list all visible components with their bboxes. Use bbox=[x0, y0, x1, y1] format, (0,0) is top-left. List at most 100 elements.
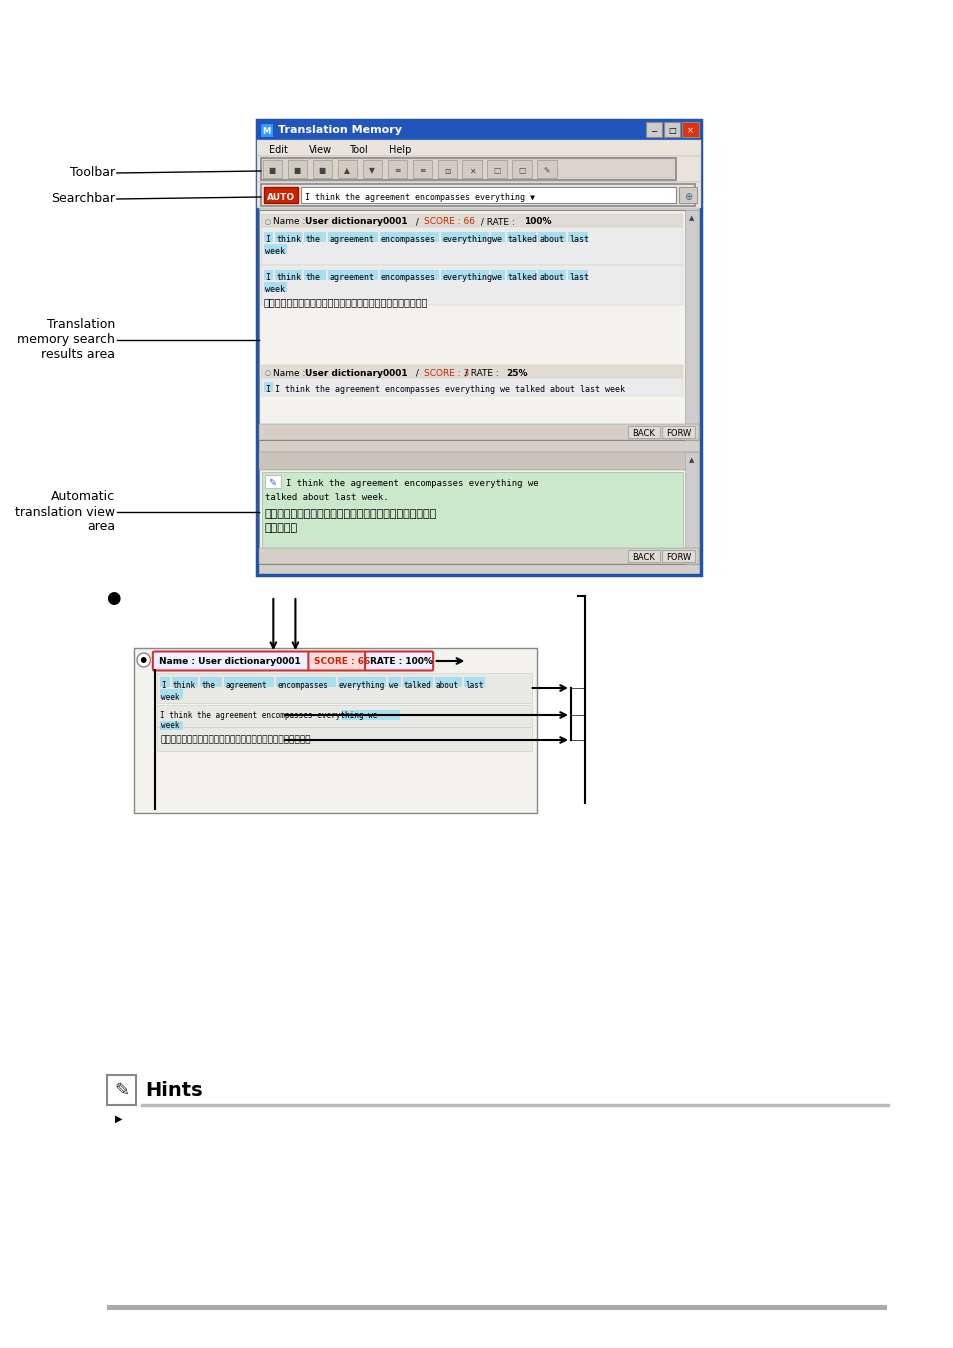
Text: think: think bbox=[172, 681, 195, 689]
Bar bbox=[260, 158, 675, 181]
Text: ○: ○ bbox=[264, 218, 271, 225]
Circle shape bbox=[137, 652, 151, 667]
Text: talked about last week.: talked about last week. bbox=[264, 492, 388, 501]
Circle shape bbox=[141, 656, 147, 663]
Bar bbox=[567, 270, 588, 280]
Bar bbox=[337, 160, 356, 178]
Text: talked: talked bbox=[507, 236, 537, 244]
Text: SCORE : 66: SCORE : 66 bbox=[424, 217, 475, 226]
Text: I: I bbox=[264, 274, 270, 283]
Text: I: I bbox=[264, 236, 270, 244]
Text: I think the agreement encompasses everything we talked about last week: I think the agreement encompasses everyt… bbox=[275, 384, 624, 394]
Text: ✎: ✎ bbox=[114, 1082, 129, 1100]
Bar bbox=[663, 123, 679, 137]
Bar bbox=[172, 677, 198, 687]
Text: agreement: agreement bbox=[329, 236, 374, 244]
Text: week: week bbox=[264, 286, 284, 294]
Bar bbox=[491, 232, 504, 243]
Text: Name :: Name : bbox=[274, 217, 308, 226]
Text: ○: ○ bbox=[264, 369, 271, 376]
Text: /: / bbox=[412, 368, 421, 377]
Text: think: think bbox=[276, 236, 301, 244]
Text: /: / bbox=[412, 217, 421, 226]
Bar bbox=[402, 677, 433, 687]
Text: ✎: ✎ bbox=[543, 167, 550, 175]
Bar bbox=[276, 677, 335, 687]
Bar bbox=[491, 270, 504, 280]
Bar bbox=[328, 232, 377, 243]
Bar bbox=[260, 365, 682, 377]
Text: agreement: agreement bbox=[225, 681, 267, 689]
Text: ■: ■ bbox=[269, 167, 275, 175]
Bar bbox=[337, 677, 385, 687]
Bar bbox=[627, 426, 659, 438]
Bar bbox=[160, 721, 183, 731]
Bar bbox=[258, 210, 698, 439]
Text: SCORE : 3: SCORE : 3 bbox=[424, 368, 469, 377]
Bar bbox=[200, 677, 222, 687]
Text: ■: ■ bbox=[318, 167, 326, 175]
Text: ▲: ▲ bbox=[688, 214, 694, 221]
Text: Edit: Edit bbox=[268, 146, 287, 155]
Text: 契約書は先週ご説明いたしました点をすべて包含しております: 契約書は先週ご説明いたしました点をすべて包含しております bbox=[160, 736, 311, 744]
Text: Hints: Hints bbox=[146, 1081, 203, 1100]
Text: Translation Memory: Translation Memory bbox=[278, 125, 402, 135]
Text: ─: ─ bbox=[650, 127, 656, 136]
Text: □: □ bbox=[493, 167, 500, 175]
Text: ▼: ▼ bbox=[688, 431, 694, 437]
Text: User dictionary0001: User dictionary0001 bbox=[305, 368, 407, 377]
Bar bbox=[107, 1305, 886, 1310]
Bar bbox=[259, 123, 274, 137]
Text: 25%: 25% bbox=[506, 368, 528, 377]
Bar bbox=[256, 120, 700, 140]
Bar bbox=[342, 710, 399, 720]
Bar bbox=[645, 123, 661, 137]
Bar bbox=[567, 232, 588, 243]
Text: I: I bbox=[161, 681, 166, 689]
Text: SCORE : 66: SCORE : 66 bbox=[314, 656, 370, 666]
Bar bbox=[258, 452, 698, 470]
Text: everything: everything bbox=[442, 274, 492, 283]
Text: about: about bbox=[436, 681, 458, 689]
Text: / RATE :: / RATE : bbox=[477, 217, 517, 226]
Bar bbox=[288, 160, 307, 178]
Bar bbox=[441, 270, 489, 280]
Bar bbox=[263, 187, 298, 204]
Bar bbox=[107, 1074, 136, 1105]
Bar bbox=[256, 140, 700, 156]
Text: last: last bbox=[568, 274, 588, 283]
Bar bbox=[224, 677, 274, 687]
Text: 私は、協定が私たちが先週頃に話したすべてを取り囲むと: 私は、協定が私たちが先週頃に話したすべてを取り囲むと bbox=[264, 510, 436, 519]
Text: I think the agreement encompasses everything ▼: I think the agreement encompasses everyt… bbox=[305, 193, 535, 201]
FancyBboxPatch shape bbox=[365, 651, 433, 670]
Text: we: we bbox=[492, 274, 501, 283]
Text: ▶: ▶ bbox=[114, 1113, 122, 1124]
Text: ▲: ▲ bbox=[688, 457, 694, 462]
Bar bbox=[441, 232, 489, 243]
Bar bbox=[157, 705, 531, 751]
FancyBboxPatch shape bbox=[308, 651, 366, 670]
Bar bbox=[160, 677, 170, 687]
Bar bbox=[379, 232, 439, 243]
Text: last: last bbox=[568, 236, 588, 244]
Bar bbox=[263, 282, 287, 293]
Text: 契約書は先週ご説明いたしました点をすべて包含しております: 契約書は先週ご説明いたしました点をすべて包含しております bbox=[263, 297, 428, 307]
Text: everything: everything bbox=[338, 681, 384, 689]
Text: AUTO: AUTO bbox=[267, 193, 294, 201]
Bar bbox=[684, 210, 698, 439]
Bar bbox=[684, 452, 698, 563]
Text: week: week bbox=[161, 693, 179, 701]
Text: / RATE :: / RATE : bbox=[462, 368, 501, 377]
Text: Searchbar: Searchbar bbox=[51, 193, 114, 205]
Text: RATE : 100%: RATE : 100% bbox=[370, 656, 433, 666]
Bar bbox=[506, 270, 536, 280]
Text: Help: Help bbox=[389, 146, 412, 155]
Text: Automatic
translation view
area: Automatic translation view area bbox=[15, 491, 114, 534]
Bar bbox=[256, 156, 700, 182]
Bar bbox=[260, 377, 682, 396]
Text: week: week bbox=[161, 720, 179, 729]
Bar bbox=[487, 160, 506, 178]
Bar bbox=[328, 270, 377, 280]
Bar bbox=[275, 270, 302, 280]
Bar bbox=[681, 123, 698, 137]
